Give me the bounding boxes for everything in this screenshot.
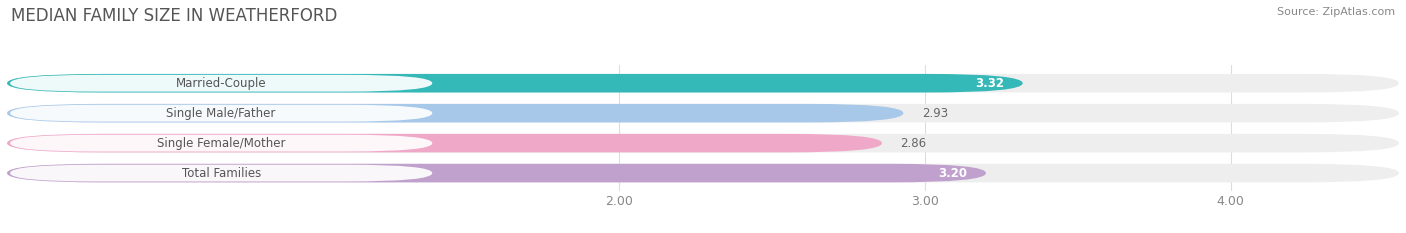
Text: Source: ZipAtlas.com: Source: ZipAtlas.com (1277, 7, 1395, 17)
Text: 2.86: 2.86 (900, 137, 927, 150)
FancyBboxPatch shape (7, 104, 1399, 123)
FancyBboxPatch shape (7, 74, 1399, 93)
Text: 2.93: 2.93 (922, 107, 948, 120)
Text: Single Male/Father: Single Male/Father (166, 107, 276, 120)
FancyBboxPatch shape (7, 134, 1399, 152)
FancyBboxPatch shape (7, 104, 904, 123)
FancyBboxPatch shape (7, 164, 986, 182)
FancyBboxPatch shape (7, 74, 1022, 93)
FancyBboxPatch shape (10, 75, 432, 92)
Text: Single Female/Mother: Single Female/Mother (157, 137, 285, 150)
FancyBboxPatch shape (10, 105, 432, 122)
FancyBboxPatch shape (10, 135, 432, 151)
Text: Married-Couple: Married-Couple (176, 77, 267, 90)
FancyBboxPatch shape (7, 134, 882, 152)
Text: MEDIAN FAMILY SIZE IN WEATHERFORD: MEDIAN FAMILY SIZE IN WEATHERFORD (11, 7, 337, 25)
FancyBboxPatch shape (7, 164, 1399, 182)
Text: Total Families: Total Families (181, 167, 260, 180)
Text: 3.20: 3.20 (939, 167, 967, 180)
FancyBboxPatch shape (10, 165, 432, 182)
Text: 3.32: 3.32 (976, 77, 1004, 90)
